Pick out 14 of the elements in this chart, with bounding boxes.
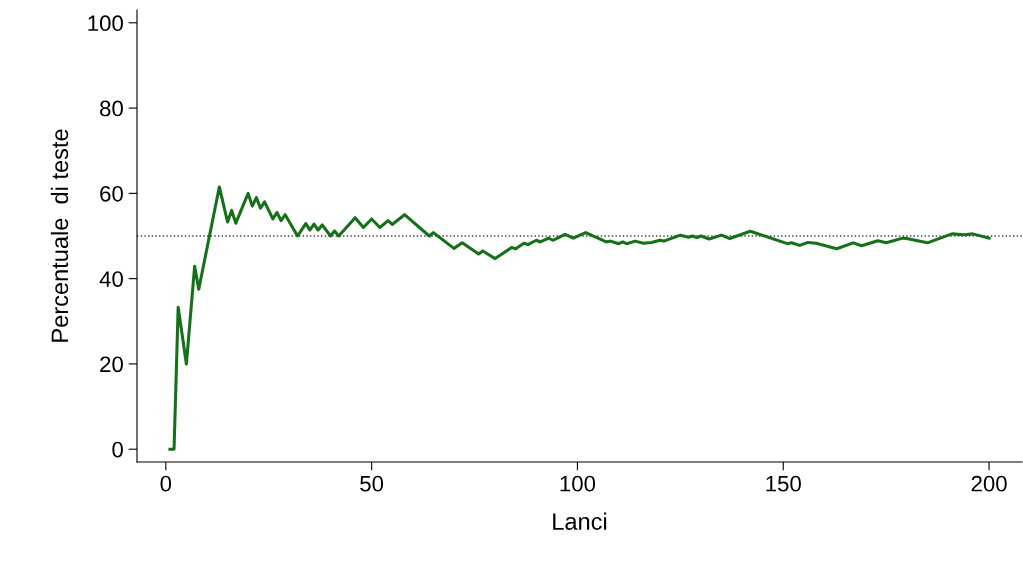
line-series <box>168 185 991 451</box>
x-tick-label: 200 <box>971 475 1007 492</box>
y-tick-label: 80 <box>100 100 123 117</box>
y-tick-label: 60 <box>100 185 123 202</box>
y-tick-label: 40 <box>99 271 123 287</box>
y-tick-label: 0 <box>112 441 123 458</box>
x-tick-label: 0 <box>160 475 172 492</box>
x-tick-label: 100 <box>560 475 596 492</box>
x-axis-title: Lanci <box>553 512 607 530</box>
x-tick-label: 150 <box>766 475 801 492</box>
y-tick-label: 20 <box>100 356 123 373</box>
x-tick-label: 50 <box>360 475 384 492</box>
y-tick-label: 100 <box>88 15 123 32</box>
y-axis-title: Percentuale di teste <box>50 129 69 342</box>
